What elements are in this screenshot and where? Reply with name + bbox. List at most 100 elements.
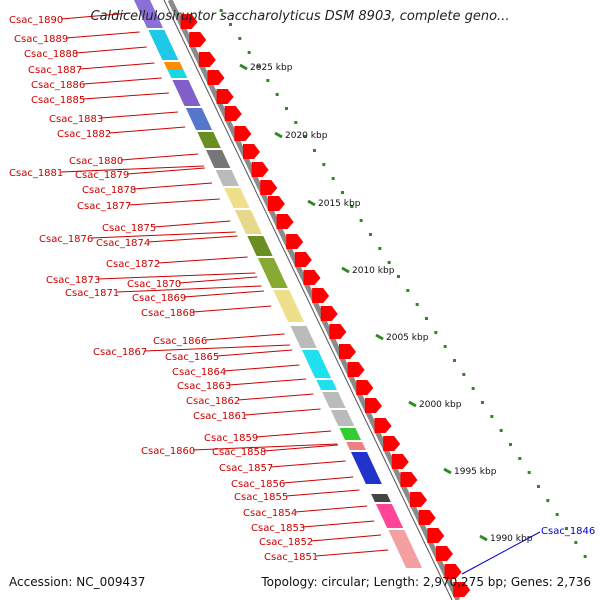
cds-arrow <box>260 180 278 195</box>
gene-connector <box>263 444 338 452</box>
scale-dot <box>574 541 578 544</box>
scale-tick-label: 1995 kbp <box>454 467 497 477</box>
gene-label: Csac_1888 <box>24 49 78 60</box>
gene-label: Csac_1870 <box>127 279 181 290</box>
scale-dot <box>238 37 242 40</box>
scale-tick-label: 2020 kbp <box>285 131 328 141</box>
cds-arrow <box>189 32 207 47</box>
scale-dot <box>294 121 298 124</box>
scale-dot <box>331 177 335 180</box>
gene-label: Csac_1875 <box>102 223 156 234</box>
gene-label: Csac_1878 <box>82 185 136 196</box>
scale-tick <box>341 266 350 274</box>
feature-block <box>163 62 184 70</box>
cds-arrow <box>410 492 428 507</box>
scale-tick <box>239 63 248 71</box>
scale-dot <box>266 79 270 82</box>
gene-label: Csac_1851 <box>264 552 318 563</box>
gene-connector <box>315 549 389 557</box>
cds-arrow <box>364 398 382 413</box>
gene-label: Csac_1885 <box>31 95 85 106</box>
gene-label: Csac_1853 <box>251 523 305 534</box>
cds-arrow <box>234 126 252 141</box>
scale-dot <box>471 387 475 390</box>
gene-connector <box>126 167 205 175</box>
gene-connector <box>75 46 147 54</box>
cds-arrow <box>286 234 304 249</box>
scale-dot <box>369 233 372 236</box>
cds-arrow <box>224 106 242 121</box>
feature-block <box>339 428 362 440</box>
cds-arrow <box>400 472 418 487</box>
scale-dot <box>537 485 540 488</box>
cds-arrow <box>329 324 347 339</box>
genome-title: Caldicellulosiruptor saccharolyticus DSM… <box>90 9 510 24</box>
gene-label: Csac_1869 <box>132 293 186 304</box>
scale-tick <box>479 534 488 542</box>
gene-label: Csac_1865 <box>165 352 219 363</box>
feature-block <box>302 350 332 378</box>
gene-connector <box>294 505 368 513</box>
cds-arrow-track <box>180 14 471 597</box>
gene-label: Csac_1859 <box>204 433 258 444</box>
scale-dot <box>387 261 391 264</box>
scale-dot <box>583 555 587 558</box>
gene-label: Csac_1877 <box>77 201 131 212</box>
gene-label: Csac_1873 <box>46 275 100 286</box>
cds-arrow <box>347 362 365 377</box>
gene-label-highlight: Csac_1846 <box>541 526 595 537</box>
gene-label: Csac_1890 <box>9 15 63 26</box>
backbone-inner <box>163 0 453 600</box>
scale-dot <box>322 163 326 166</box>
cds-arrow <box>320 306 338 321</box>
highlight-connector <box>461 531 541 575</box>
feature-block <box>330 410 355 426</box>
feature-block <box>257 258 288 288</box>
gene-label: Csac_1856 <box>231 479 285 490</box>
gene-connector <box>79 62 155 70</box>
gene-label: Csac_1854 <box>243 508 297 519</box>
scale-tick <box>307 199 316 207</box>
accession-text: Accession: NC_009437 <box>9 575 146 589</box>
scale-dot <box>434 331 438 334</box>
scale-tick <box>443 467 452 475</box>
cds-arrow <box>383 436 401 451</box>
scale-dot <box>518 457 522 460</box>
gene-label: Csac_1852 <box>259 537 313 548</box>
gene-label: Csac_1862 <box>186 396 240 407</box>
scale-dot <box>415 303 419 306</box>
gene-connector <box>97 272 256 280</box>
cds-arrow <box>276 214 294 229</box>
scale-dot <box>546 499 550 502</box>
feature-block <box>290 326 317 348</box>
gene-connector <box>65 31 140 39</box>
gene-connector <box>216 349 293 357</box>
cds-arrow <box>303 270 321 285</box>
feature-block <box>350 452 382 484</box>
scale-dot <box>341 191 344 194</box>
scale-dot <box>247 51 251 54</box>
gene-connector <box>60 12 131 20</box>
cds-arrow <box>374 418 392 433</box>
gene-label: Csac_1857 <box>219 463 273 474</box>
feature-block <box>388 530 423 568</box>
scale-dot <box>285 107 288 110</box>
gene-connector <box>223 364 300 372</box>
feature-block <box>185 108 213 130</box>
cds-arrow <box>243 144 260 159</box>
gene-label: Csac_1876 <box>39 234 93 245</box>
gene-connector <box>204 333 285 341</box>
scale-dot <box>443 345 447 348</box>
scale-dot <box>378 247 382 250</box>
scale-tick <box>408 400 417 408</box>
feature-block <box>316 380 338 390</box>
feature-block <box>148 30 179 60</box>
cds-arrow <box>251 162 269 177</box>
gene-label: Csac_1858 <box>212 447 266 458</box>
scale-tick-label: 1990 kbp <box>490 534 533 544</box>
gene-label: Csac_1887 <box>28 65 82 76</box>
gene-connector <box>147 235 238 243</box>
scale-tick-label: 2015 kbp <box>318 199 361 209</box>
gene-connector <box>153 220 231 228</box>
gene-connector <box>108 126 186 134</box>
